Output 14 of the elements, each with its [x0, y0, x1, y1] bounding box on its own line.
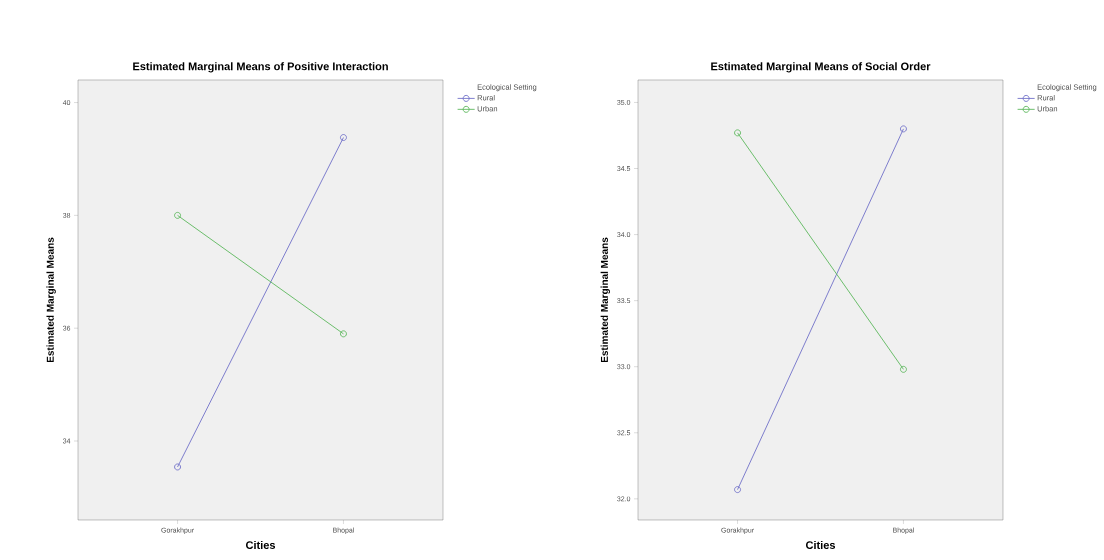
chart-title: Estimated Marginal Means of Positive Interaction: [133, 62, 388, 73]
y-axis-title: Estimated Marginal Means: [46, 237, 56, 363]
point: [340, 134, 347, 141]
point: [734, 129, 741, 137]
point: [734, 486, 741, 494]
point: [174, 463, 182, 471]
y-axis-title: Estimated Marginal Means: [600, 237, 610, 363]
point: [174, 211, 182, 219]
chart-title: Estimated Marginal Means of Social Order: [711, 62, 931, 73]
x-axis-title: Cities: [245, 540, 276, 549]
point: [900, 365, 907, 373]
point: [900, 125, 907, 133]
x-axis-title: Cities: [805, 540, 836, 549]
point: [340, 330, 347, 338]
